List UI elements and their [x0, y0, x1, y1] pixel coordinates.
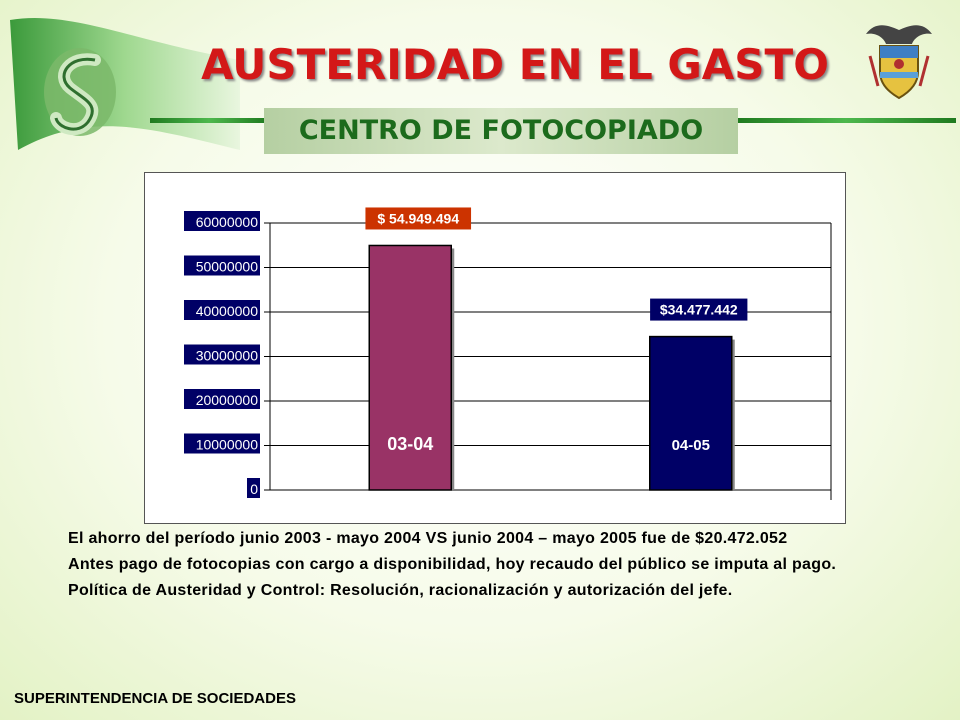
footer-organization: SUPERINTENDENCIA DE SOCIEDADES — [14, 690, 296, 707]
bar-chart: 0 10000000 20000000 30000000 40000000 5000000… — [144, 172, 846, 524]
header-rule-right — [736, 118, 956, 123]
header-rule-left — [150, 118, 268, 123]
y-tick-label: 30000000 — [196, 348, 259, 364]
bar-value-label-bg — [365, 207, 472, 230]
x-category-label: 04-05 — [672, 437, 710, 454]
y-tick-label-bg — [184, 389, 260, 409]
bar-value-label: $34.477.442 — [660, 302, 738, 318]
y-tick-label-bg — [184, 433, 260, 454]
bar-value-label-bg — [650, 298, 748, 321]
y-tick-label-bg — [247, 478, 260, 498]
y-tick-label: 10000000 — [196, 437, 259, 453]
bar — [368, 244, 452, 491]
bar-chart-svg: 0 10000000 20000000 30000000 40000000 5000000… — [184, 207, 832, 500]
y-tick-label: 40000000 — [196, 303, 259, 319]
superintendencia-logo — [10, 18, 240, 150]
y-tick-label-bg — [184, 211, 260, 231]
y-tick-label-bg — [184, 255, 260, 276]
y-tick-label: 50000000 — [196, 259, 259, 275]
description-text: El ahorro del período junio 2003 - mayo … — [68, 528, 896, 606]
x-category-label: 03-04 — [387, 434, 433, 454]
bar-value-label: $ 54.949.494 — [377, 210, 459, 226]
y-tick-label-bg — [184, 300, 260, 320]
payment-paragraph: Antes pago de fotocopias con cargo a dis… — [68, 556, 837, 573]
policy-paragraph: Política de Austeridad y Control: Resolu… — [68, 582, 733, 599]
page-title: AUSTERIDAD EN EL GASTO — [201, 40, 829, 89]
y-tick-label-bg — [184, 344, 260, 365]
y-tick-label: 0 — [250, 481, 258, 497]
coat-of-arms-icon — [866, 25, 932, 100]
y-tick-label: 60000000 — [196, 214, 259, 230]
bar — [649, 335, 733, 491]
page-subtitle: CENTRO DE FOTOCOPIADO — [264, 108, 738, 154]
savings-paragraph: El ahorro del período junio 2003 - mayo … — [68, 530, 788, 547]
y-tick-label: 20000000 — [196, 392, 259, 408]
